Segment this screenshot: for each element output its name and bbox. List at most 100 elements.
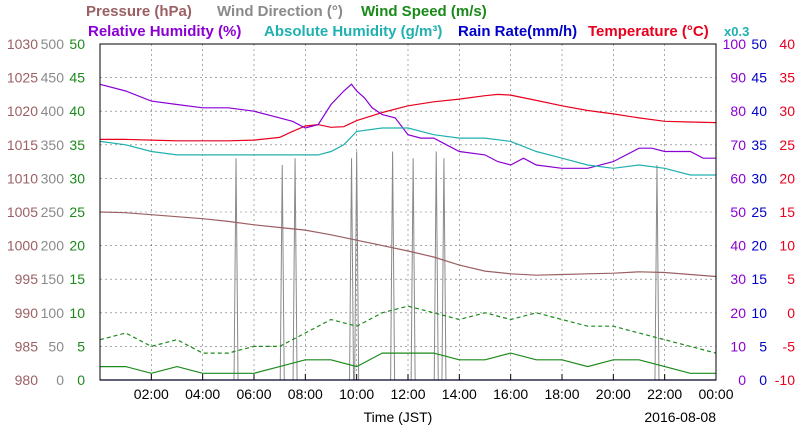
y-tick-label-rain: 0 bbox=[759, 372, 767, 388]
y-tick-label-pressure: 1010 bbox=[7, 170, 38, 186]
y-tick-label-humidity: 30 bbox=[730, 271, 746, 287]
y-tick-label-wind_dir: 200 bbox=[41, 238, 65, 254]
y-tick-label-wind_speed: 20 bbox=[69, 238, 85, 254]
y-tick-label-pressure: 1015 bbox=[7, 137, 38, 153]
y-tick-label-wind_dir: 350 bbox=[41, 137, 65, 153]
y-tick-label-wind_dir: 500 bbox=[41, 36, 65, 52]
y-tick-label-rain: 50 bbox=[751, 36, 767, 52]
y-tick-label-pressure: 980 bbox=[15, 372, 39, 388]
y-tick-label-temp: 35 bbox=[779, 70, 795, 86]
series-line bbox=[99, 127, 716, 176]
chart-date: 2016-08-08 bbox=[644, 409, 716, 425]
x-tick-label: 12:00 bbox=[390, 386, 425, 402]
y-tick-label-wind_speed: 25 bbox=[69, 204, 85, 220]
y-tick-label-humidity: 20 bbox=[730, 305, 746, 321]
y-tick-label-wind_speed: 30 bbox=[69, 170, 85, 186]
series-line bbox=[100, 352, 716, 374]
y-tick-label-wind_dir: 300 bbox=[41, 170, 65, 186]
y-tick-label-pressure: 1030 bbox=[7, 36, 38, 52]
y-tick-label-humidity: 0 bbox=[738, 372, 746, 388]
y-tick-label-rain: 45 bbox=[751, 70, 767, 86]
legend-item: Absolute Humidity (g/m³) bbox=[264, 23, 442, 40]
y-tick-label-pressure: 1025 bbox=[7, 70, 38, 86]
y-tick-label-wind_speed: 35 bbox=[69, 137, 85, 153]
y-tick-label-temp: 30 bbox=[779, 103, 795, 119]
legend-item: Pressure (hPa) bbox=[86, 3, 192, 20]
legend-item: x0.3 bbox=[724, 24, 749, 39]
y-tick-label-pressure: 1000 bbox=[7, 238, 38, 254]
y-tick-label-temp: -10 bbox=[775, 372, 795, 388]
y-tick-label-temp: 20 bbox=[779, 170, 795, 186]
x-tick-label: 14:00 bbox=[442, 386, 477, 402]
y-tick-label-pressure: 985 bbox=[15, 338, 39, 354]
wind-direction-spike bbox=[441, 158, 447, 381]
series-line bbox=[99, 83, 716, 169]
wind-direction-spike bbox=[410, 158, 416, 381]
wind-direction-spike bbox=[433, 151, 439, 381]
x-tick-label: 20:00 bbox=[596, 386, 631, 402]
wind-direction-spike bbox=[349, 158, 355, 381]
y-tick-label-temp: 40 bbox=[779, 36, 795, 52]
y-tick-label-rain: 5 bbox=[759, 338, 767, 354]
series-line bbox=[99, 211, 717, 278]
x-tick-label: 18:00 bbox=[544, 386, 579, 402]
series-line bbox=[100, 93, 717, 142]
y-tick-label-rain: 30 bbox=[751, 170, 767, 186]
y-tick-label-temp: 10 bbox=[779, 238, 795, 254]
x-tick-label: 10:00 bbox=[339, 386, 374, 402]
x-tick-label: 06:00 bbox=[236, 386, 271, 402]
y-tick-label-wind_dir: 250 bbox=[41, 204, 65, 220]
legend-item: Wind Direction (°) bbox=[217, 3, 343, 20]
x-tick-label: 02:00 bbox=[134, 386, 169, 402]
y-tick-label-wind_dir: 400 bbox=[41, 103, 65, 119]
y-tick-label-wind_speed: 10 bbox=[69, 305, 85, 321]
x-tick-label: 08:00 bbox=[288, 386, 323, 402]
legend-item: Temperature (°C) bbox=[588, 23, 709, 40]
y-tick-label-wind_dir: 100 bbox=[41, 305, 65, 321]
x-tick-label: 22:00 bbox=[647, 386, 682, 402]
y-tick-label-pressure: 1020 bbox=[7, 103, 38, 119]
y-tick-label-wind_speed: 0 bbox=[77, 372, 85, 388]
y-tick-label-humidity: 80 bbox=[730, 103, 746, 119]
y-tick-label-humidity: 10 bbox=[730, 338, 746, 354]
legend-item: Relative Humidity (%) bbox=[88, 23, 241, 40]
wind-direction-spike bbox=[233, 158, 239, 381]
y-tick-label-wind_dir: 50 bbox=[48, 338, 64, 354]
x-tick-label: 04:00 bbox=[185, 386, 220, 402]
y-tick-label-rain: 25 bbox=[751, 204, 767, 220]
y-tick-label-humidity: 50 bbox=[730, 204, 746, 220]
x-tick-label: 00:00 bbox=[698, 386, 733, 402]
y-tick-label-wind_dir: 450 bbox=[41, 70, 65, 86]
y-tick-label-humidity: 70 bbox=[730, 137, 746, 153]
y-tick-label-humidity: 100 bbox=[723, 36, 747, 52]
y-tick-label-rain: 10 bbox=[751, 305, 767, 321]
wind-direction-spike bbox=[654, 164, 660, 381]
y-tick-label-wind_speed: 5 bbox=[77, 338, 85, 354]
y-tick-label-humidity: 40 bbox=[730, 238, 746, 254]
x-tick-label: 16:00 bbox=[493, 386, 528, 402]
series-line bbox=[99, 305, 717, 354]
wind-direction-spike bbox=[354, 151, 360, 381]
legend-item: Wind Speed (m/s) bbox=[361, 3, 487, 20]
y-tick-label-wind_speed: 45 bbox=[69, 70, 85, 86]
y-tick-label-rain: 40 bbox=[751, 103, 767, 119]
wind-direction-spike bbox=[292, 158, 298, 381]
y-tick-label-wind_speed: 40 bbox=[69, 103, 85, 119]
y-tick-label-temp: -5 bbox=[783, 338, 796, 354]
wind-direction-spike bbox=[390, 151, 396, 381]
y-tick-label-pressure: 990 bbox=[15, 305, 39, 321]
y-tick-label-rain: 20 bbox=[751, 238, 767, 254]
y-tick-label-pressure: 995 bbox=[15, 271, 39, 287]
y-tick-label-wind_speed: 15 bbox=[69, 271, 85, 287]
y-tick-label-temp: 15 bbox=[779, 204, 795, 220]
x-axis-label: Time (JST) bbox=[364, 409, 433, 425]
y-tick-label-temp: 5 bbox=[787, 271, 795, 287]
y-tick-label-wind_dir: 0 bbox=[56, 372, 64, 388]
wind-direction-spike bbox=[279, 164, 285, 381]
y-tick-label-rain: 15 bbox=[751, 271, 767, 287]
y-tick-label-temp: 0 bbox=[787, 305, 795, 321]
y-tick-label-humidity: 90 bbox=[730, 70, 746, 86]
legend-item: Rain Rate(mm/h) bbox=[458, 23, 577, 40]
